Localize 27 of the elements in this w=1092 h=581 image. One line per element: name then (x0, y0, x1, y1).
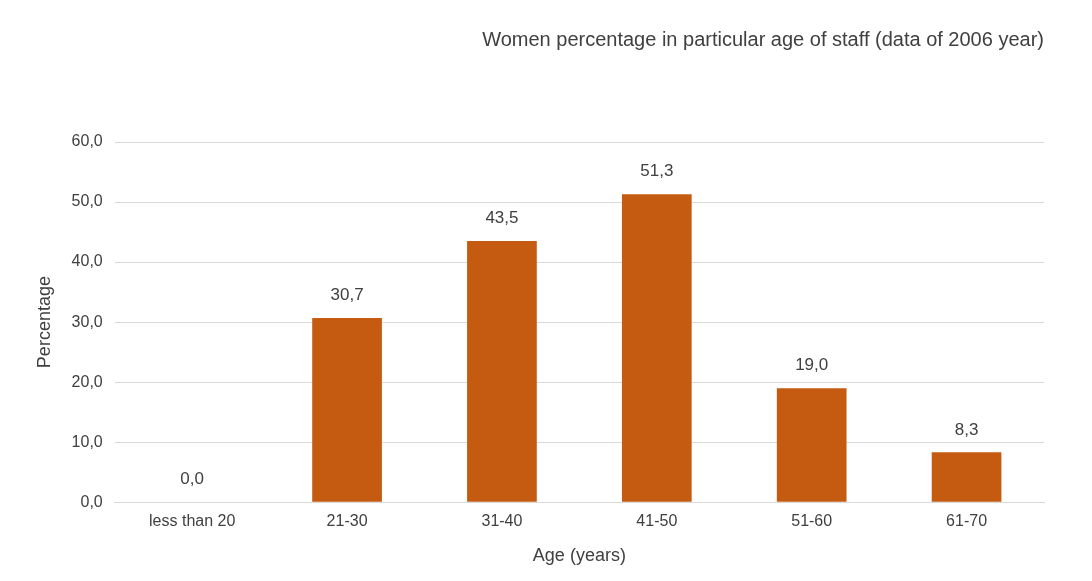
y-axis-title: Percentage (33, 276, 54, 369)
x-tick-label: 21-30 (326, 512, 368, 530)
bar (776, 388, 847, 502)
y-tick-label: 30,0 (71, 312, 103, 330)
x-tick-label: 41-50 (636, 512, 678, 530)
chart-title: Women percentage in particular age of staff (data of 2006 year) (482, 27, 1044, 50)
y-tick-label: 60,0 (71, 132, 103, 150)
x-tick-label: 51-60 (791, 512, 833, 530)
data-label: 30,7 (330, 285, 364, 305)
y-tick-label: 10,0 (71, 432, 103, 450)
data-label: 51,3 (640, 161, 674, 181)
x-axis-title: Age (years) (532, 545, 626, 566)
data-label: 8,3 (954, 419, 979, 439)
bar (312, 317, 382, 502)
data-label: 43,5 (485, 208, 519, 228)
bar (931, 452, 1002, 502)
y-tick-label: 20,0 (71, 372, 103, 390)
y-tick-label: 40,0 (71, 252, 103, 270)
x-tick-label: 61-70 (946, 512, 988, 530)
data-label: 19,0 (795, 355, 829, 375)
data-label: 0,0 (180, 469, 204, 489)
x-tick-label: less than 20 (149, 512, 236, 530)
y-tick-label: 0,0 (80, 492, 103, 510)
x-tick-label: 31-40 (481, 512, 523, 530)
y-tick-label: 50,0 (71, 192, 103, 210)
bar (467, 241, 537, 502)
bar (621, 194, 692, 502)
